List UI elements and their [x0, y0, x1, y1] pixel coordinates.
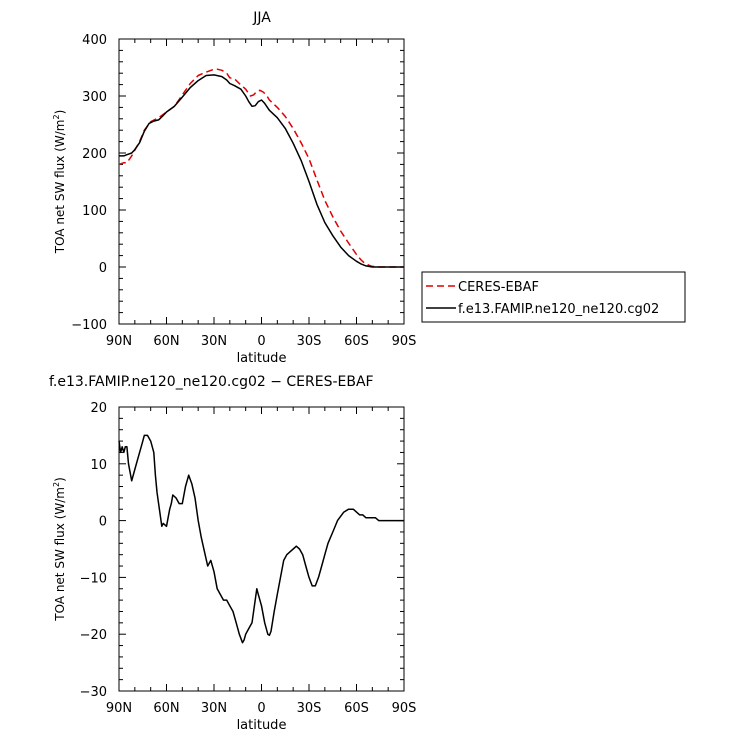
y-tick-label: 20 — [90, 401, 107, 416]
x-tick-label: 60N — [153, 701, 179, 716]
legend-box — [421, 271, 686, 323]
y-tick-label: 100 — [82, 204, 107, 219]
y-tick-label: −30 — [80, 685, 107, 700]
x-tick-label: 30N — [201, 701, 227, 716]
y-tick-label: 0 — [99, 261, 107, 276]
chart-title: f.e13.FAMIP.ne120_ne120.cg02 − CERES-EBA… — [49, 374, 374, 390]
y-tick-label: −10 — [80, 571, 107, 586]
x-tick-label: 90S — [392, 701, 417, 716]
y-tick-label: 0 — [99, 515, 107, 530]
y-axis-label: TOA net SW flux (W/m2) — [52, 477, 67, 622]
difference-line — [118, 434, 404, 644]
x-tick-label: 90S — [392, 334, 417, 349]
x-tick-label: 90N — [106, 701, 132, 716]
x-tick-label: 30S — [297, 334, 322, 349]
chart-title: JJA — [252, 10, 271, 26]
plot-frame — [118, 406, 405, 692]
x-tick-label: 0 — [257, 334, 265, 349]
x-tick-label: 90N — [106, 334, 132, 349]
y-axis-label: TOA net SW flux (W/m2) — [52, 110, 67, 255]
x-tick-label: 60N — [153, 334, 179, 349]
legend-label: f.e13.FAMIP.ne120_ne120.cg02 — [458, 302, 659, 317]
plot-frame — [118, 38, 405, 325]
mean-flux-chart: JJA −100 0 100 200 300 400 90N 60N 30N 0 30S 60S 90S l… — [52, 10, 686, 366]
x-tick-label: 60S — [344, 701, 369, 716]
legend-label: CERES-EBAF — [458, 280, 539, 295]
series-line-0 — [118, 68, 404, 268]
x-axis-label: latitude — [237, 351, 287, 366]
x-axis-label: latitude — [237, 718, 287, 733]
y-tick-label: 10 — [90, 458, 107, 473]
x-tick-label: 0 — [257, 701, 265, 716]
y-tick-label: 300 — [82, 90, 107, 105]
series-line-1 — [119, 74, 404, 268]
x-tick-label: 30S — [297, 701, 322, 716]
x-tick-label: 30N — [201, 334, 227, 349]
difference-chart: f.e13.FAMIP.ne120_ne120.cg02 − CERES-EBA… — [49, 374, 416, 733]
y-tick-label: −100 — [71, 318, 107, 333]
y-tick-label: 400 — [82, 33, 107, 48]
y-tick-label: 200 — [82, 147, 107, 162]
x-tick-label: 60S — [344, 334, 369, 349]
y-tick-label: −20 — [80, 628, 107, 643]
